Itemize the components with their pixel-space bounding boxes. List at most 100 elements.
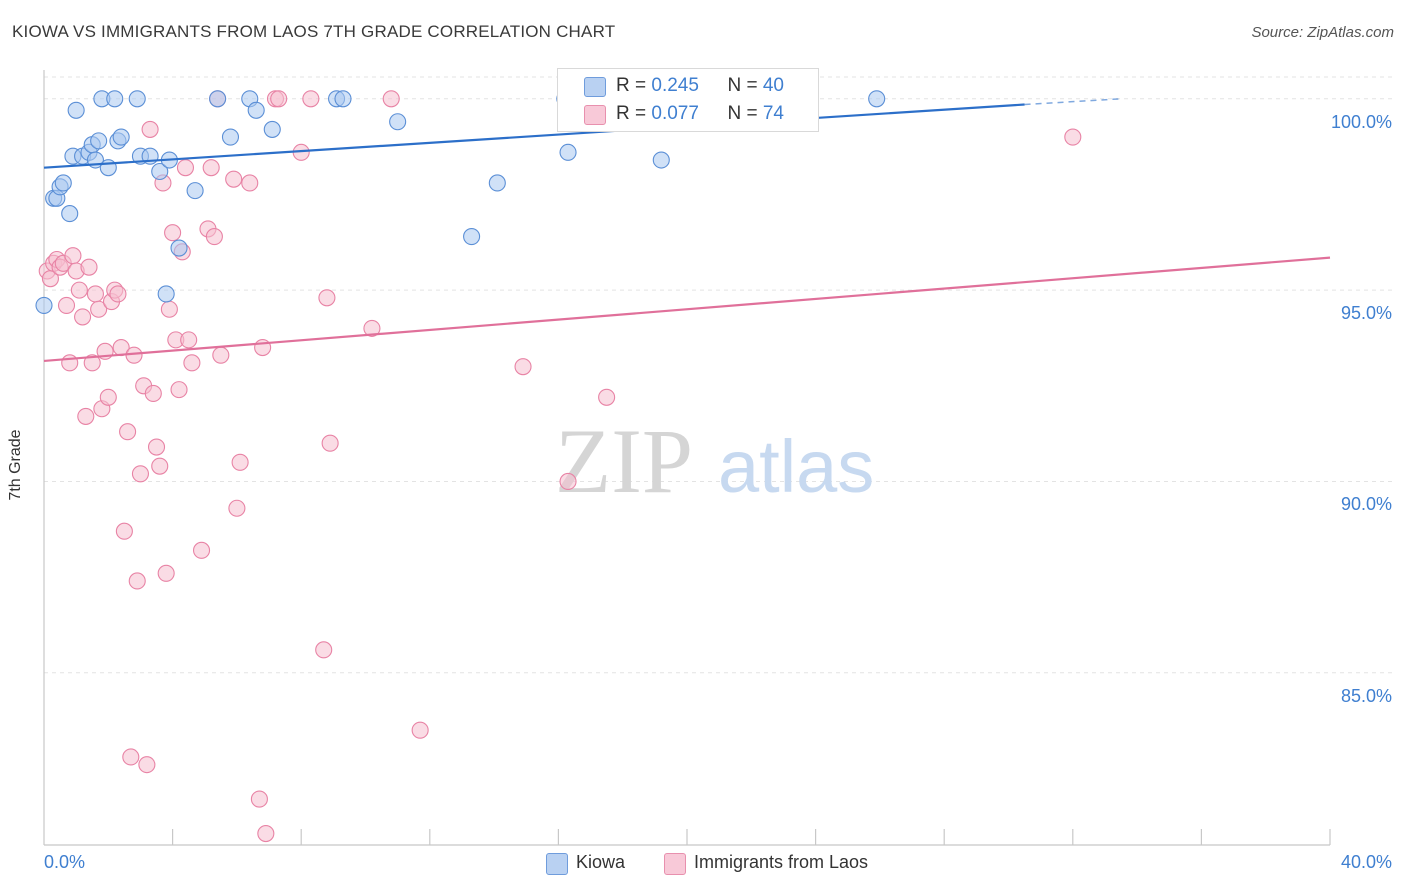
laos-point <box>83 354 101 372</box>
laos-point <box>128 572 146 590</box>
kiowa-point <box>151 162 169 181</box>
kiowa-point <box>263 120 281 138</box>
laos-point <box>202 159 220 177</box>
laos-point <box>302 90 320 108</box>
legend-swatch-kiowa <box>584 77 606 97</box>
kiowa-point <box>559 143 577 161</box>
laos-point <box>315 641 333 659</box>
laos-point <box>382 90 400 108</box>
y-tick-label: 100.0% <box>1330 111 1392 132</box>
x-tick-min: 0.0% <box>44 852 86 872</box>
laos-point <box>138 756 156 774</box>
laos-point <box>141 120 159 138</box>
laos-point <box>598 388 616 406</box>
kiowa-point <box>35 296 53 314</box>
laos-point <box>205 227 223 246</box>
kiowa-trend-extension <box>1024 98 1122 106</box>
legend-label-laos: Immigrants from Laos <box>694 852 869 872</box>
legend-r-label: R = <box>616 75 652 96</box>
axes <box>43 70 1331 846</box>
legend-r-value-laos: 0.077 <box>651 103 699 124</box>
laos-point <box>122 748 140 766</box>
laos-point <box>270 90 288 108</box>
legend-swatch-kiowa <box>546 853 568 875</box>
y-tick-label: 90.0% <box>1340 494 1392 515</box>
kiowa-point <box>247 101 265 119</box>
legend-n-label: N = <box>727 75 763 96</box>
kiowa-point <box>221 128 240 146</box>
laos-point <box>228 499 246 517</box>
watermark: ZIP atlas <box>555 410 874 512</box>
legend-n-value-kiowa: 40 <box>762 75 784 96</box>
laos-point <box>514 358 532 376</box>
grid-lines <box>44 76 1392 674</box>
kiowa-point <box>170 239 188 257</box>
laos-point <box>74 308 92 326</box>
laos-point <box>192 541 211 559</box>
laos-trend-line <box>43 256 1331 363</box>
kiowa-point <box>90 132 108 150</box>
kiowa-point <box>652 151 670 169</box>
laos-point <box>170 381 188 399</box>
laos-point <box>90 300 108 318</box>
legend-swatch-laos <box>664 853 686 875</box>
laos-point <box>151 457 169 475</box>
laos-point <box>86 285 104 303</box>
kiowa-point <box>868 90 886 108</box>
laos-point <box>321 434 339 452</box>
laos-point <box>257 824 275 843</box>
source-label: Source: ZipAtlas.com <box>1251 24 1394 41</box>
legend-r-label: R = <box>616 103 652 124</box>
kiowa-point <box>334 90 352 108</box>
legend-r-value-kiowa: 0.245 <box>651 75 699 96</box>
laos-point <box>119 423 137 441</box>
kiowa-point <box>67 101 85 119</box>
kiowa-point <box>389 113 407 131</box>
laos-point <box>64 247 82 265</box>
laos-point <box>250 790 268 808</box>
kiowa-point <box>106 90 124 108</box>
laos-point <box>144 384 162 402</box>
laos-point <box>231 453 249 471</box>
laos-point <box>183 354 201 372</box>
kiowa-point <box>157 285 175 303</box>
legend-label-kiowa: Kiowa <box>576 852 626 872</box>
kiowa-point <box>488 174 506 192</box>
laos-point <box>70 281 88 299</box>
kiowa-point <box>209 90 227 108</box>
kiowa-trend-line <box>43 103 1025 169</box>
series-laos-points <box>38 90 1082 843</box>
legend-swatch-laos <box>584 105 606 125</box>
trend-lines <box>43 98 1331 363</box>
chart-title: KIOWA VS IMMIGRANTS FROM LAOS 7TH GRADE … <box>12 22 616 41</box>
laos-point <box>164 224 182 242</box>
laos-point <box>99 388 117 406</box>
laos-point <box>318 289 336 307</box>
laos-point <box>80 258 98 276</box>
kiowa-point <box>186 182 204 200</box>
laos-point <box>363 319 381 337</box>
laos-point <box>212 346 230 364</box>
laos-point <box>225 170 243 188</box>
series-kiowa-points <box>35 90 886 314</box>
laos-point <box>241 174 259 192</box>
x-tick-max: 40.0% <box>1340 852 1392 872</box>
y-axis-label: 7th Grade <box>7 429 24 501</box>
laos-point <box>180 331 198 349</box>
laos-point <box>176 159 195 177</box>
laos-point <box>559 472 577 491</box>
laos-point <box>57 296 76 314</box>
laos-point <box>157 564 175 582</box>
kiowa-point <box>112 128 130 146</box>
kiowa-point <box>463 227 481 246</box>
laos-point <box>115 522 133 540</box>
y-tick-label: 85.0% <box>1340 685 1392 706</box>
legend-n-value-laos: 74 <box>762 103 784 124</box>
kiowa-point <box>54 174 72 192</box>
laos-point <box>77 407 95 425</box>
y-tick-label: 95.0% <box>1340 303 1392 324</box>
laos-point <box>109 285 127 303</box>
laos-point <box>160 300 178 318</box>
laos-point <box>61 354 79 372</box>
